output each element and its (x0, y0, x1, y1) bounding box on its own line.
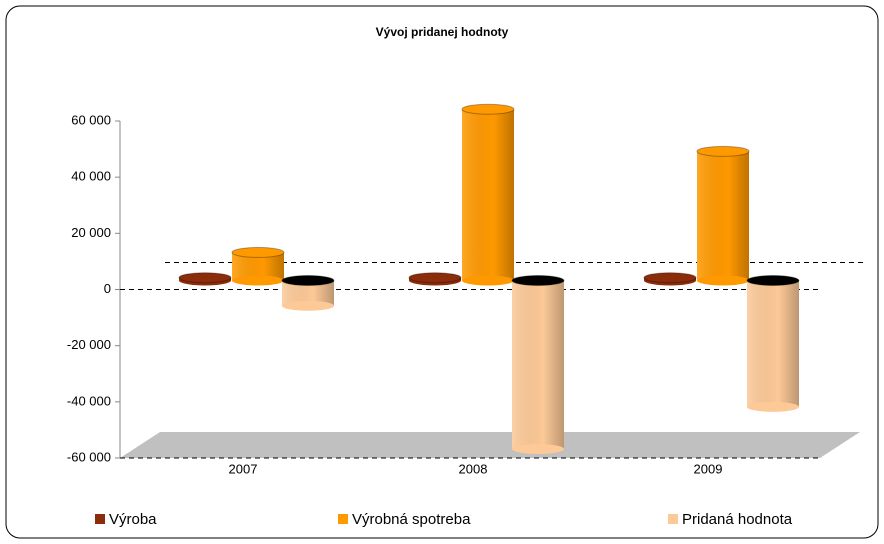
bar-shade (512, 280, 564, 449)
bar-cap (461, 103, 515, 115)
bar-cap (178, 272, 232, 284)
bar-cap (643, 272, 697, 284)
bar-shade (462, 109, 514, 281)
bar-shade (747, 280, 799, 407)
legend-label: Pridaná hodnota (682, 511, 793, 528)
y-tick-label: 40 000 (71, 169, 111, 184)
y-tick-label: 60 000 (71, 112, 111, 127)
y-tick-label: 20 000 (71, 225, 111, 240)
y-tick-label: -40 000 (67, 393, 111, 408)
y-tick-label: 0 (104, 281, 111, 296)
bar-cap (281, 275, 335, 286)
x-tick-label: 2007 (229, 461, 258, 476)
legend-swatch (338, 514, 348, 524)
legend-label: Výroba (109, 511, 157, 528)
bar-bottom (697, 275, 749, 286)
y-tick-label: -20 000 (67, 337, 111, 352)
chart-title: Vývoj pridanej hodnoty (376, 25, 509, 39)
bar-cap (408, 272, 462, 284)
bar-cap (696, 145, 750, 157)
bar-bottom (512, 444, 564, 454)
chart-border (5, 5, 879, 539)
x-tick-label: 2009 (694, 461, 723, 476)
y-tick-label: -60 000 (67, 449, 111, 464)
bar-shade (697, 151, 749, 281)
bar-bottom (747, 401, 799, 412)
bar-cap (511, 275, 565, 286)
floor (120, 432, 860, 458)
x-tick-label: 2008 (459, 461, 488, 476)
legend-label: Výrobná spotreba (352, 511, 471, 528)
bar-cap (746, 275, 800, 286)
bar-bottom (232, 275, 284, 286)
legend-swatch (95, 514, 105, 524)
bar-cap (231, 246, 285, 258)
legend-swatch (668, 514, 678, 524)
bar-bottom (282, 300, 334, 311)
bar-bottom (462, 275, 514, 286)
